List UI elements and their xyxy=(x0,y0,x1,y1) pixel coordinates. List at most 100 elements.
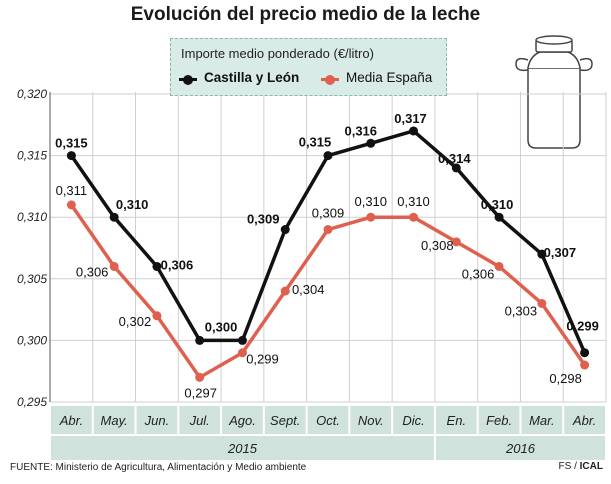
y-tick-label: 0,310 xyxy=(17,210,47,224)
data-label-espana: 0,306 xyxy=(462,266,495,281)
data-label-castilla: 0,317 xyxy=(394,111,427,126)
month-cell xyxy=(564,406,605,434)
data-label-castilla: 0,299 xyxy=(566,319,599,334)
point-castilla xyxy=(152,261,162,271)
point-castilla xyxy=(366,138,376,148)
point-castilla xyxy=(409,126,419,136)
data-label-castilla: 0,315 xyxy=(55,136,88,151)
point-castilla xyxy=(280,225,290,235)
legend-marker-espana xyxy=(325,74,335,85)
data-label-castilla: 0,307 xyxy=(544,245,577,260)
month-cell xyxy=(478,406,520,434)
month-cell xyxy=(521,406,563,434)
year-cell xyxy=(51,436,434,460)
legend-title: Importe medio ponderado (€/litro) xyxy=(181,46,374,61)
y-tick-label: 0,300 xyxy=(17,333,47,347)
point-castilla xyxy=(323,151,333,161)
point-espana xyxy=(280,286,290,296)
point-espana xyxy=(366,212,376,222)
data-label-espana: 0,302 xyxy=(119,314,152,329)
data-label-espana: 0,297 xyxy=(184,385,217,400)
credit: FS / ICAL xyxy=(559,461,603,472)
data-label-castilla: 0,306 xyxy=(161,257,194,272)
chart-title: Evolución del precio medio de la leche xyxy=(130,4,481,25)
data-label-castilla: 0,300 xyxy=(205,319,238,334)
data-label-espana: 0,304 xyxy=(292,282,325,297)
x-tick-label: En. xyxy=(447,413,467,428)
month-cell xyxy=(136,406,178,434)
data-label-espana: 0,298 xyxy=(549,371,582,386)
month-cell xyxy=(222,406,263,434)
point-castilla xyxy=(195,335,205,345)
milk-can-icon xyxy=(515,35,593,149)
year-label: 2016 xyxy=(505,441,536,456)
x-tick-label: Nov. xyxy=(358,413,384,428)
data-label-espana: 0,308 xyxy=(421,238,454,253)
point-espana xyxy=(66,200,76,210)
legend-label-castilla: Castilla y León xyxy=(204,70,300,85)
point-espana xyxy=(323,225,333,235)
y-tick-label: 0,320 xyxy=(17,87,47,101)
data-label-espana: 0,303 xyxy=(505,303,538,318)
point-espana xyxy=(451,237,461,247)
month-cell xyxy=(179,406,221,434)
data-label-espana: 0,309 xyxy=(312,206,345,221)
x-tick-label: Feb. xyxy=(486,413,512,428)
data-label-espana: 0,306 xyxy=(76,264,109,279)
data-label-castilla: 0,314 xyxy=(438,151,471,166)
data-label-castilla: 0,309 xyxy=(247,212,280,227)
point-espana xyxy=(537,298,547,308)
x-tick-label: Abr. xyxy=(59,413,83,428)
data-label-castilla: 0,316 xyxy=(344,123,377,138)
y-tick-label: 0,305 xyxy=(17,272,47,286)
data-label-castilla: 0,310 xyxy=(116,197,149,212)
month-cell xyxy=(264,406,306,434)
month-cell xyxy=(435,406,477,434)
point-espana xyxy=(237,348,247,358)
x-tick-label: Mar. xyxy=(529,413,555,428)
month-cell xyxy=(93,406,135,434)
month-cell xyxy=(393,406,434,434)
point-castilla xyxy=(66,151,76,161)
data-label-espana: 0,310 xyxy=(354,194,387,209)
point-espana xyxy=(494,261,504,271)
month-cell xyxy=(350,406,392,434)
x-tick-label: Jun. xyxy=(144,413,170,428)
data-label-castilla: 0,310 xyxy=(481,197,514,212)
legend: Importe medio ponderado (€/litro) Castil… xyxy=(170,38,447,96)
data-label-espana: 0,299 xyxy=(246,352,279,367)
point-castilla xyxy=(494,212,504,222)
point-castilla xyxy=(237,335,247,345)
point-castilla xyxy=(109,212,119,222)
year-label: 2015 xyxy=(227,441,258,456)
x-tick-label: Ago. xyxy=(228,413,256,428)
month-cell xyxy=(307,406,349,434)
year-cell xyxy=(435,436,605,460)
x-tick-label: Dic. xyxy=(402,413,424,428)
point-espana xyxy=(195,372,205,382)
credit-prefix: FS / xyxy=(558,461,580,472)
x-tick-label: May. xyxy=(101,413,128,428)
x-tick-label: Abr. xyxy=(572,413,596,428)
month-cell xyxy=(51,406,92,434)
x-tick-label: Sept. xyxy=(270,413,300,428)
y-tick-label: 0,315 xyxy=(17,149,47,163)
point-espana xyxy=(152,311,162,321)
point-espana xyxy=(409,212,419,222)
data-label-espana: 0,310 xyxy=(397,194,430,209)
point-castilla xyxy=(451,163,461,173)
point-castilla xyxy=(537,249,547,259)
source-note: FUENTE: Ministerio de Agricultura, Alime… xyxy=(10,462,307,473)
point-castilla xyxy=(580,348,590,358)
point-espana xyxy=(580,360,590,370)
point-espana xyxy=(109,261,119,271)
data-label-castilla: 0,315 xyxy=(299,135,332,150)
x-tick-label: Oct. xyxy=(316,413,340,428)
legend-marker-castilla xyxy=(183,74,193,85)
legend-label-espana: Media España xyxy=(346,70,433,85)
y-tick-label: 0,295 xyxy=(17,395,47,409)
x-tick-label: Jul. xyxy=(189,413,210,428)
credit-brand: ICAL xyxy=(579,461,603,472)
data-label-espana: 0,311 xyxy=(56,183,88,198)
